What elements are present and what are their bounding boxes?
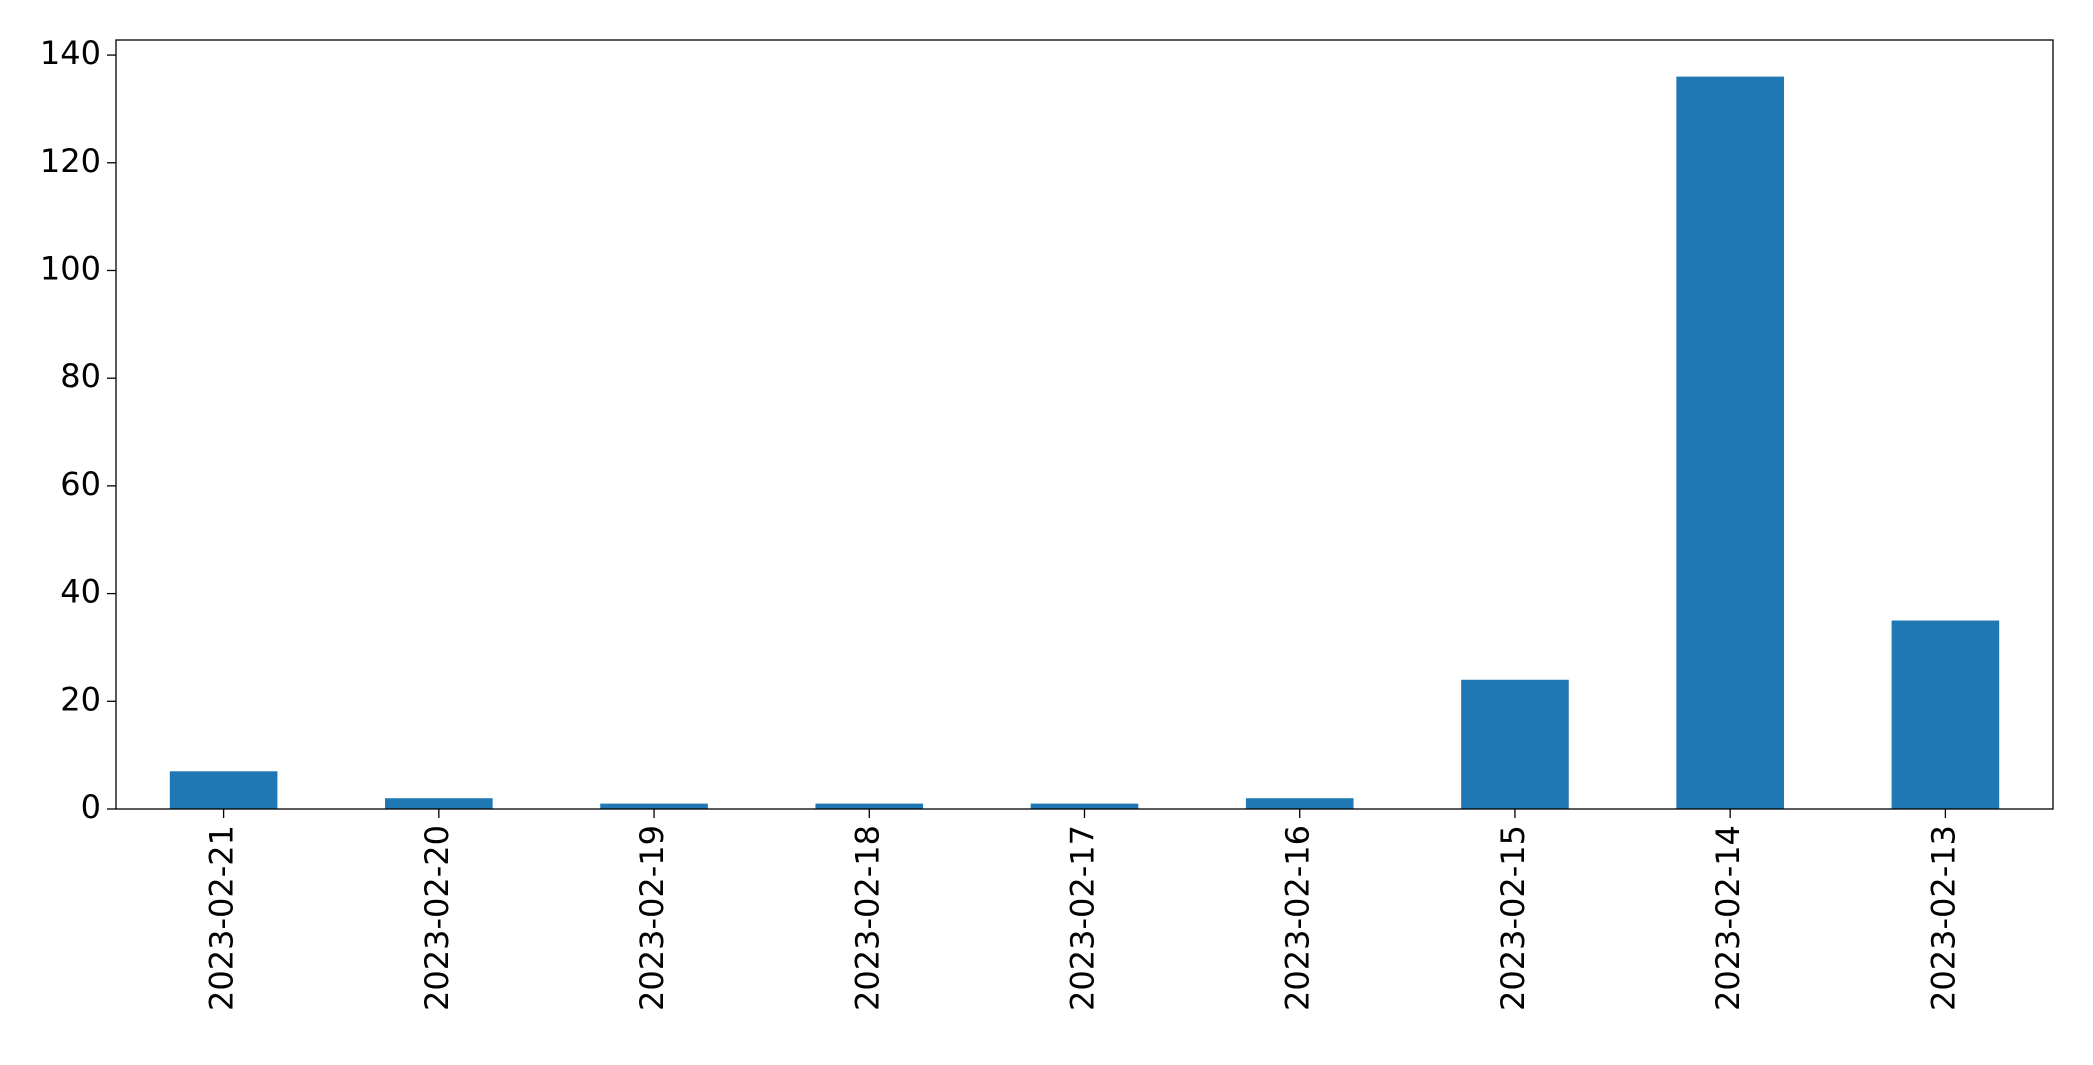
y-tick-label: 0 [81,788,101,826]
bar [1891,620,2000,809]
bar [1030,803,1139,809]
x-tick-label: 2023-02-15 [1494,825,1532,1011]
x-tick-label: 2023-02-16 [1279,825,1317,1011]
bar [169,771,278,809]
bar [1245,798,1354,809]
bar [385,798,493,809]
y-tick-label: 80 [60,357,101,395]
x-tick-label: 2023-02-13 [1924,825,1962,1011]
x-tick-label: 2023-02-19 [633,825,671,1011]
bar [600,803,708,809]
bar [1461,679,1569,809]
x-tick-label: 2023-02-21 [203,825,241,1011]
x-tick-label: 2023-02-14 [1709,825,1747,1011]
plot-frame [115,39,2054,810]
y-tick-label: 140 [40,34,101,72]
y-tick-label: 120 [40,142,101,180]
x-tick-label: 2023-02-18 [848,825,886,1011]
y-tick-label: 60 [60,465,101,503]
bar [815,803,924,809]
x-tick-label: 2023-02-17 [1064,825,1102,1011]
y-tick-label: 40 [60,573,101,611]
x-tick-label: 2023-02-20 [418,825,456,1011]
bar [1676,76,1784,810]
y-tick-label: 100 [40,249,101,287]
y-tick-label: 20 [60,680,101,718]
